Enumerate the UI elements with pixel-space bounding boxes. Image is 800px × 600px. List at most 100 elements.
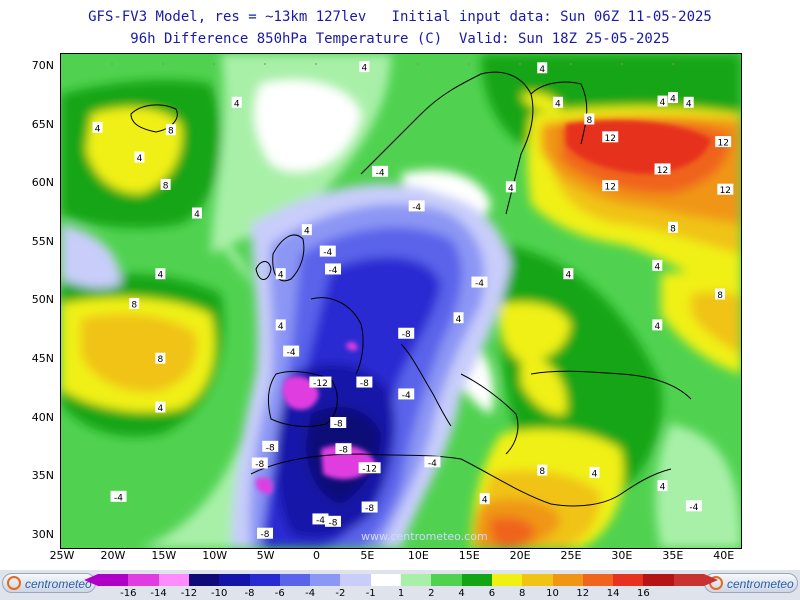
- contour-label-text: -12: [313, 379, 328, 389]
- legend-swatch: [552, 574, 584, 586]
- legend-swatch: [128, 574, 160, 586]
- legend-swatch: [188, 574, 220, 586]
- contour-label: -8: [257, 527, 273, 540]
- contour-label: 4: [453, 312, 464, 325]
- legend-left-arrow-icon: [84, 574, 98, 586]
- contour-label-text: 8: [131, 300, 137, 310]
- contour-label-text: 4: [158, 404, 164, 414]
- contour-label-text: 4: [194, 210, 200, 220]
- legend-swatch: [461, 574, 493, 586]
- contour-label-bg: [356, 376, 373, 388]
- contour-label: 4: [359, 61, 370, 74]
- legend-tick: 6: [488, 588, 496, 599]
- contour-label-text: 12: [657, 166, 668, 176]
- contour-label: -12: [358, 462, 381, 475]
- contour-label-text: 4: [95, 124, 101, 134]
- contour-label-bg: [160, 178, 171, 190]
- contour-label-text: -4: [376, 168, 385, 178]
- contour-label-text: -4: [402, 391, 411, 401]
- legend-tick: -10: [211, 588, 228, 599]
- contour-label-bg: [685, 500, 702, 512]
- lon-label: 10W: [202, 549, 228, 562]
- centrometeo-logo-right[interactable]: centrometeo: [704, 573, 798, 593]
- legend-tick: 12: [576, 588, 590, 599]
- lon-label: 15W: [151, 549, 177, 562]
- legend-swatch: [219, 574, 250, 586]
- temperature-difference-map: www.centrometeo.com 444 8484-4-4448121212…: [61, 54, 741, 548]
- contour-label-bg: [479, 493, 490, 505]
- contour-label: 4: [683, 96, 694, 109]
- contour-label: -4: [319, 245, 336, 258]
- contour-label-bg: [165, 124, 176, 136]
- contour-label-text: -4: [412, 203, 421, 213]
- contour-label-text: 4: [660, 483, 666, 493]
- contour-label: 4: [275, 268, 286, 281]
- contour-label-text: -4: [689, 503, 698, 513]
- field-atlantic-south-orange: [81, 314, 197, 393]
- contour-label-bg: [192, 207, 202, 219]
- lat-label: 60N: [31, 176, 54, 190]
- contour-label: 4: [155, 268, 166, 281]
- contour-label: 8: [155, 352, 166, 365]
- contour-label-text: 4: [566, 271, 572, 281]
- contour-label-text: 4: [137, 154, 143, 164]
- black-sea-coast: [530, 370, 692, 400]
- contour-label: -8: [398, 327, 415, 340]
- contour-label-bg: [715, 136, 732, 148]
- contour-label-text: 4: [508, 184, 514, 194]
- contour-label: 4: [155, 401, 166, 414]
- contour-label-bg: [398, 327, 415, 339]
- contour-label-text: -12: [362, 465, 377, 475]
- contour-label: -4: [471, 276, 488, 289]
- contour-label-text: 12: [720, 186, 731, 196]
- contour-label-bg: [717, 183, 734, 195]
- field-morocco-magenta: [255, 477, 273, 494]
- contour-label: 4: [589, 467, 600, 480]
- legend-tick: -1: [365, 588, 376, 599]
- contour-label-bg: [155, 401, 166, 413]
- contour-label: 8: [537, 464, 548, 477]
- contour-label-text: 4: [670, 95, 676, 105]
- centrometeo-logo-left[interactable]: centrometeo: [2, 573, 96, 593]
- contour-label-text: 8: [539, 467, 545, 477]
- lon-label: 20W: [100, 549, 126, 562]
- graticule: [111, 63, 674, 65]
- contour-label-bg: [330, 417, 347, 429]
- contour-label-text: -8: [329, 518, 338, 528]
- contour-label: 4: [231, 96, 242, 109]
- legend-tick: 2: [428, 588, 435, 599]
- contour-label-bg: [358, 462, 381, 474]
- contour-label-bg: [335, 443, 352, 455]
- contour-label-text: -4: [475, 279, 484, 289]
- legend-swatch: [522, 574, 553, 586]
- contour-label: 12: [717, 183, 734, 196]
- contour-label-bg: [652, 319, 663, 331]
- legend-swatch: [98, 574, 129, 586]
- field-biscay-magenta: [346, 341, 358, 351]
- lon-label: 25E: [560, 549, 582, 562]
- coastlines: [130, 71, 692, 507]
- contour-label-bg: [301, 224, 312, 236]
- contour-label-bg: [110, 490, 127, 502]
- contour-label-bg: [424, 456, 441, 468]
- legend-tick: 16: [637, 588, 650, 599]
- contour-label-text: 4: [654, 262, 660, 272]
- contour-label-text: -8: [402, 330, 411, 340]
- legend-tick: 4: [458, 588, 465, 599]
- contour-label-bg: [319, 245, 336, 257]
- contour-label: -4: [424, 456, 441, 469]
- contour-label: 8: [165, 124, 176, 137]
- color-legend: centrometeo centrometeo -16 -14 -12 -10 -8 -6…: [0, 570, 800, 600]
- contour-label: 8: [584, 113, 595, 126]
- contour-label: -4: [408, 200, 425, 213]
- contour-label-bg: [155, 268, 166, 280]
- lat-label: 40N: [31, 410, 54, 424]
- logo-left-text: centrometeo: [25, 577, 92, 591]
- logo-right-text: centrometeo: [727, 577, 794, 591]
- contour-label-bg: [155, 352, 166, 364]
- legend-tick: 1: [397, 588, 405, 599]
- contour-label: 4: [652, 259, 663, 272]
- contour-label: -8: [330, 417, 347, 430]
- contour-label-text: 12: [605, 134, 616, 144]
- contour-label-bg: [505, 181, 516, 193]
